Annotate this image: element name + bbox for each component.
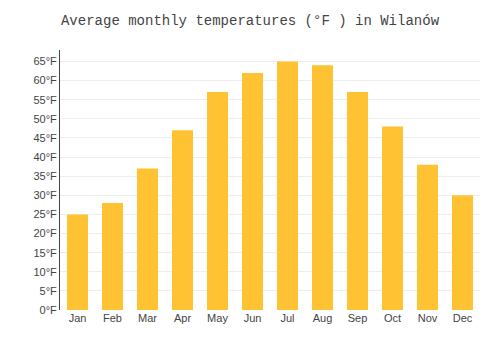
svg-text:35°F: 35°F xyxy=(33,170,57,182)
svg-text:60°F: 60°F xyxy=(33,74,57,86)
svg-text:0°F: 0°F xyxy=(40,304,58,316)
svg-text:Mar: Mar xyxy=(138,312,157,324)
svg-text:Nov: Nov xyxy=(418,312,438,324)
svg-text:20°F: 20°F xyxy=(33,227,57,239)
svg-text:30°F: 30°F xyxy=(33,189,57,201)
svg-text:Aug: Aug xyxy=(313,312,333,324)
svg-text:Jan: Jan xyxy=(69,312,87,324)
svg-text:Oct: Oct xyxy=(384,312,401,324)
svg-text:Feb: Feb xyxy=(103,312,122,324)
svg-text:May: May xyxy=(207,312,228,324)
svg-text:5°F: 5°F xyxy=(40,285,58,297)
svg-text:50°F: 50°F xyxy=(33,113,57,125)
svg-text:15°F: 15°F xyxy=(33,247,57,259)
svg-text:65°F: 65°F xyxy=(33,55,57,67)
svg-text:Dec: Dec xyxy=(453,312,473,324)
svg-text:45°F: 45°F xyxy=(33,132,57,144)
svg-text:Jun: Jun xyxy=(244,312,262,324)
svg-text:Sep: Sep xyxy=(348,312,368,324)
svg-text:Jul: Jul xyxy=(280,312,294,324)
svg-text:55°F: 55°F xyxy=(33,94,57,106)
svg-text:10°F: 10°F xyxy=(33,266,57,278)
svg-text:Apr: Apr xyxy=(174,312,191,324)
svg-text:Average monthly temperatures (: Average monthly temperatures (°F ) in Wi… xyxy=(61,13,440,29)
svg-text:40°F: 40°F xyxy=(33,151,57,163)
svg-text:25°F: 25°F xyxy=(33,208,57,220)
